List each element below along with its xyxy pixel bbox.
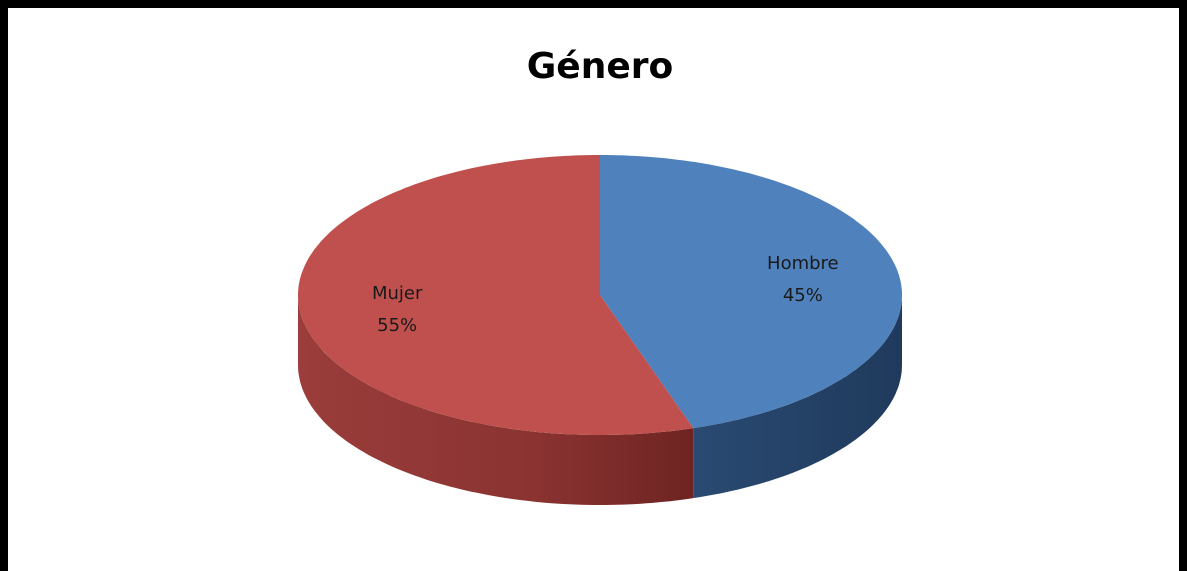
- slice-side: [298, 295, 694, 505]
- pie: Hombre 45% Mujer 55%: [298, 155, 902, 505]
- slice-side: [693, 295, 902, 499]
- slice-category-label: Hombre: [767, 253, 839, 274]
- slice-value-label: 45%: [783, 285, 823, 306]
- slice-value-label: 55%: [377, 315, 417, 336]
- slice-category-label: Mujer: [372, 283, 423, 304]
- pie-slice: [298, 155, 694, 435]
- pie-slice: [600, 155, 902, 429]
- chart-title: Género: [527, 46, 674, 87]
